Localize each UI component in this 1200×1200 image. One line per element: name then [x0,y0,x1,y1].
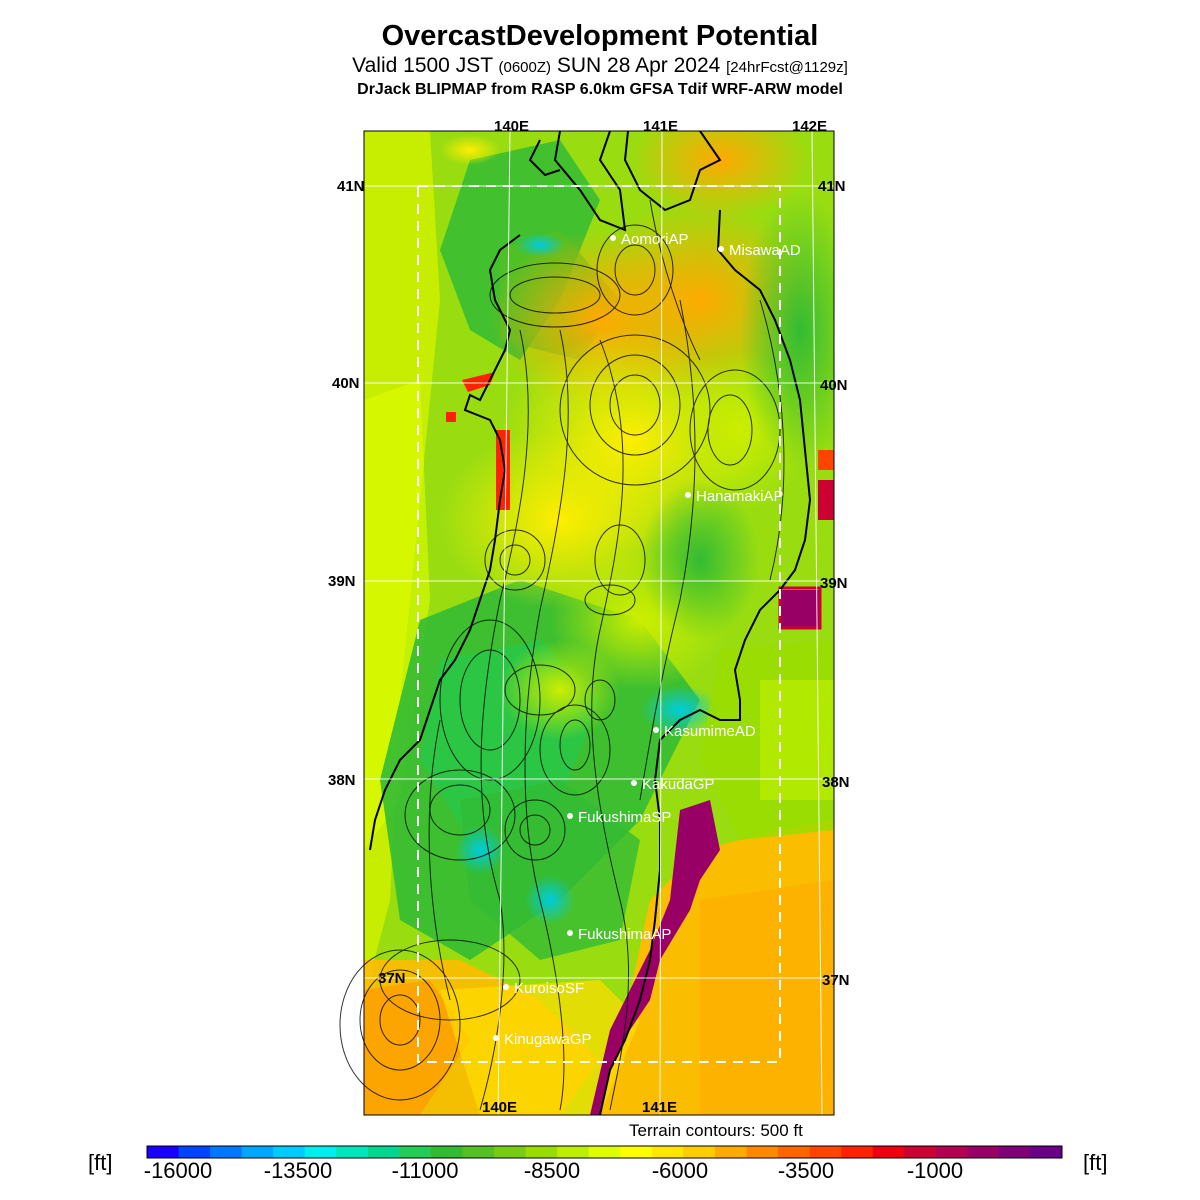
lon-label-top: 141E [643,118,678,135]
station-marker [567,930,573,936]
colorbar-tick-label: -16000 [143,1158,213,1183]
graticule [364,130,834,1116]
colorbar-tick-label: -6000 [651,1158,709,1183]
terrain-note: Terrain contours: 500 ft [629,1121,803,1140]
station-label: KinugawaGP [504,1031,592,1048]
coastline [369,130,812,1116]
colorbar-tick-label: -3500 [777,1158,835,1183]
station-marker [685,492,691,498]
lat-label-right: 37N [822,972,850,989]
map-title: OvercastDevelopment Potential [381,20,819,52]
lat-label-left: 38N [328,772,356,789]
colorbar-tick-label: -8500 [523,1158,581,1183]
station-label: HanamakiAP [696,488,784,505]
unit-label-right: [ft] [1083,1150,1108,1175]
lat-label-right: 39N [820,575,848,592]
station-marker [631,780,637,786]
lat-label-right: 40N [820,377,848,394]
station-marker [567,813,573,819]
colorbar-tick-label: -11000 [391,1158,459,1183]
station-label: KuroisoSF [514,980,584,997]
station-marker [610,235,616,241]
lon-label-bottom: 140E [482,1099,517,1116]
terrain-contours [339,199,785,1111]
model-info: DrJack BLIPMAP from RASP 6.0km GFSA Tdif… [357,81,843,98]
field-layer [364,131,834,1115]
inner-domain-box [417,185,781,1063]
lat-label-left: 37N [378,970,406,987]
valid-time: Valid 1500 JST (0600Z) SUN 28 Apr 2024 [… [0,54,1200,78]
lon-label-top: 142E [792,118,827,135]
valid-utc: (0600Z) [498,59,552,76]
map-frame [363,130,835,1116]
station-label: KasumimeAD [664,723,756,740]
station-label: FukushimaAP [578,926,671,943]
unit-label-left: [ft] [88,1150,113,1175]
colorbar-tick-label: -1000 [906,1158,964,1183]
station-marker [718,246,724,252]
station-marker [493,1035,499,1041]
station-label: KakudaGP [642,776,715,793]
station-label: MisawaAD [729,242,801,259]
lat-label-left: 41N [337,178,365,195]
lon-label-top: 140E [494,118,529,135]
lat-label-right: 38N [822,774,850,791]
forecast-info: [24hrFcst@1129z] [726,59,848,76]
colorbar-tick-label: -13500 [263,1158,333,1183]
lat-label-right: 41N [818,178,846,195]
lat-label-left: 39N [328,573,356,590]
station-label: FukushimaSP [578,809,671,826]
lon-label-bottom: 141E [642,1099,677,1116]
station-marker [503,984,509,990]
station-label: AomoriAP [621,231,689,248]
axis-labels: 140E 141E 142E 140E 141E 41N 40N 39N 38N… [328,118,850,1116]
stations: AomoriAP MisawaAD HanamakiAP KasumimeAD … [493,231,801,1048]
station-marker [653,727,659,733]
valid-date: SUN 28 Apr 2024 [551,54,727,77]
lat-label-left: 40N [332,375,360,392]
valid-main: Valid 1500 JST [352,54,499,77]
